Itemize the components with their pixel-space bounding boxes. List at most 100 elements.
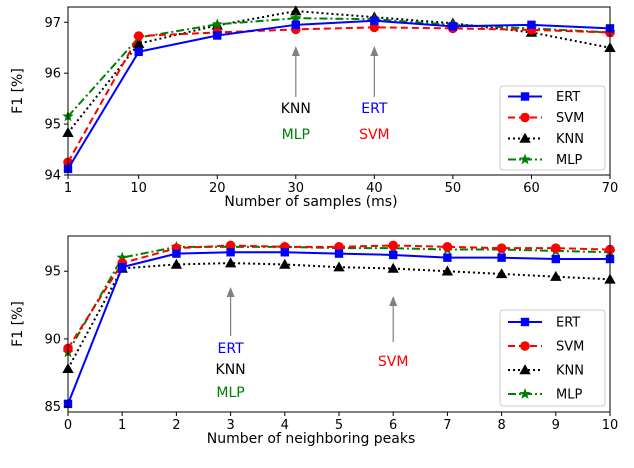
x-tick-label: 4 (281, 418, 289, 433)
x-tick-label: 60 (523, 181, 540, 196)
x-tick-label: 6 (389, 418, 397, 433)
data-point-ert (226, 248, 235, 257)
x-tick-label: 10 (130, 181, 147, 196)
annotation-arrowhead (291, 46, 300, 56)
y-tick-label: 95 (44, 118, 61, 133)
y-tick-label: 95 (44, 265, 61, 280)
annotation: KNN MLP (281, 46, 311, 143)
legend-label-mlp: MLP (556, 388, 582, 403)
data-point-ert (443, 253, 452, 262)
legend-label-mlp: MLP (556, 153, 582, 168)
y-tick-label: 97 (44, 16, 61, 31)
series-knn (62, 257, 616, 373)
x-tick-label: 50 (445, 181, 462, 196)
data-point-ert (527, 20, 536, 30)
data-point-ert (118, 262, 127, 272)
data-point-ert (334, 249, 344, 258)
series-line-svm (67, 26, 611, 163)
legend-label-ert: ERT (556, 90, 580, 105)
data-point-mlp (290, 12, 302, 24)
plot-frame (67, 6, 611, 176)
data-point-ert (213, 31, 222, 40)
legend: ERT SVM KNN MLP (499, 309, 606, 407)
x-tick-label: 5 (335, 418, 343, 433)
x-tick-label: 0 (64, 418, 72, 433)
legend-label-svm: SVM (556, 111, 584, 126)
data-point-ert (551, 254, 560, 264)
legend-label-ert: ERT (556, 316, 580, 331)
x-tick-label: 10 (602, 418, 619, 433)
annotation: ERT KNN MLP (216, 287, 246, 401)
legend-box (499, 309, 606, 407)
x-tick-label: 2 (172, 418, 180, 433)
data-point-svm (551, 243, 561, 253)
legend-marker-mlp (519, 388, 531, 399)
data-point-svm (225, 240, 236, 251)
data-point-knn (290, 5, 302, 16)
annotation-arrowhead (389, 296, 398, 306)
y-axis-label: F1 [%] (10, 301, 26, 347)
annotation-label: KNN (281, 101, 311, 117)
bottom-chart: 0 1 2 3 4 5 6 7 8 9 10 85 90 95 Number of neighboring … (10, 235, 619, 447)
top-chart: 1 10 20 30 40 50 60 70 94 95 96 97 Number of samples… (10, 5, 618, 210)
annotation: ERT SVM (359, 46, 390, 143)
y-tick-label: 94 (44, 169, 61, 184)
data-point-knn (387, 262, 399, 273)
data-point-ert (370, 16, 379, 25)
legend-marker-knn (519, 364, 531, 375)
annotation: SVM (378, 296, 409, 370)
data-point-knn (170, 258, 183, 269)
y-tick-label: 85 (44, 400, 61, 415)
data-point-mlp (116, 251, 128, 263)
data-point-knn (550, 270, 562, 281)
x-axis-label: Number of samples (ms) (224, 194, 397, 210)
x-tick-label: 20 (209, 181, 226, 196)
x-tick-label: 3 (226, 418, 234, 433)
data-point-svm (496, 243, 507, 253)
legend-marker-knn (519, 132, 531, 143)
data-point-ert (389, 250, 398, 260)
data-point-svm (388, 240, 399, 251)
legend: ERT SVM KNN MLP (499, 85, 606, 171)
annotation-label: SVM (359, 127, 390, 143)
legend-label-knn: KNN (556, 132, 584, 147)
data-point-ert (291, 20, 301, 30)
annotation-arrowhead (370, 46, 379, 56)
data-point-knn (132, 37, 145, 48)
data-point-ert (172, 249, 181, 258)
x-tick-label: 1 (64, 181, 72, 196)
data-point-knn (279, 258, 291, 269)
data-point-svm (133, 31, 144, 41)
data-point-mlp (211, 18, 223, 30)
data-point-ert (280, 248, 289, 257)
legend-marker-svm (520, 341, 530, 351)
annotation-label: SVM (378, 354, 409, 370)
series-svm (63, 240, 615, 354)
x-tick-label: 30 (288, 181, 305, 196)
data-point-knn (333, 261, 345, 272)
data-point-svm (334, 242, 344, 252)
data-point-knn (224, 257, 237, 268)
legend-marker-svm (520, 112, 530, 123)
legend-marker-ert (520, 317, 530, 327)
data-point-svm (369, 22, 380, 33)
x-tick-label: 8 (497, 418, 505, 433)
data-point-ert (448, 22, 458, 31)
series-line-ert (67, 19, 611, 170)
legend-label-svm: SVM (556, 340, 584, 355)
x-tick-label: 1 (118, 418, 126, 433)
data-point-knn (495, 268, 508, 279)
x-tick-label: 70 (602, 181, 619, 196)
annotation-label: MLP (282, 127, 310, 143)
legend-label-knn: KNN (556, 364, 584, 379)
data-point-ert (497, 253, 506, 262)
y-axis-label: F1 [%] (10, 68, 26, 114)
annotation-label: KNN (216, 362, 246, 378)
annotation-label: MLP (216, 385, 244, 401)
data-point-ert (134, 47, 143, 56)
legend-marker-ert (520, 92, 530, 101)
legend-box (499, 85, 606, 171)
x-tick-label: 40 (366, 181, 383, 196)
legend-marker-mlp (519, 153, 531, 165)
